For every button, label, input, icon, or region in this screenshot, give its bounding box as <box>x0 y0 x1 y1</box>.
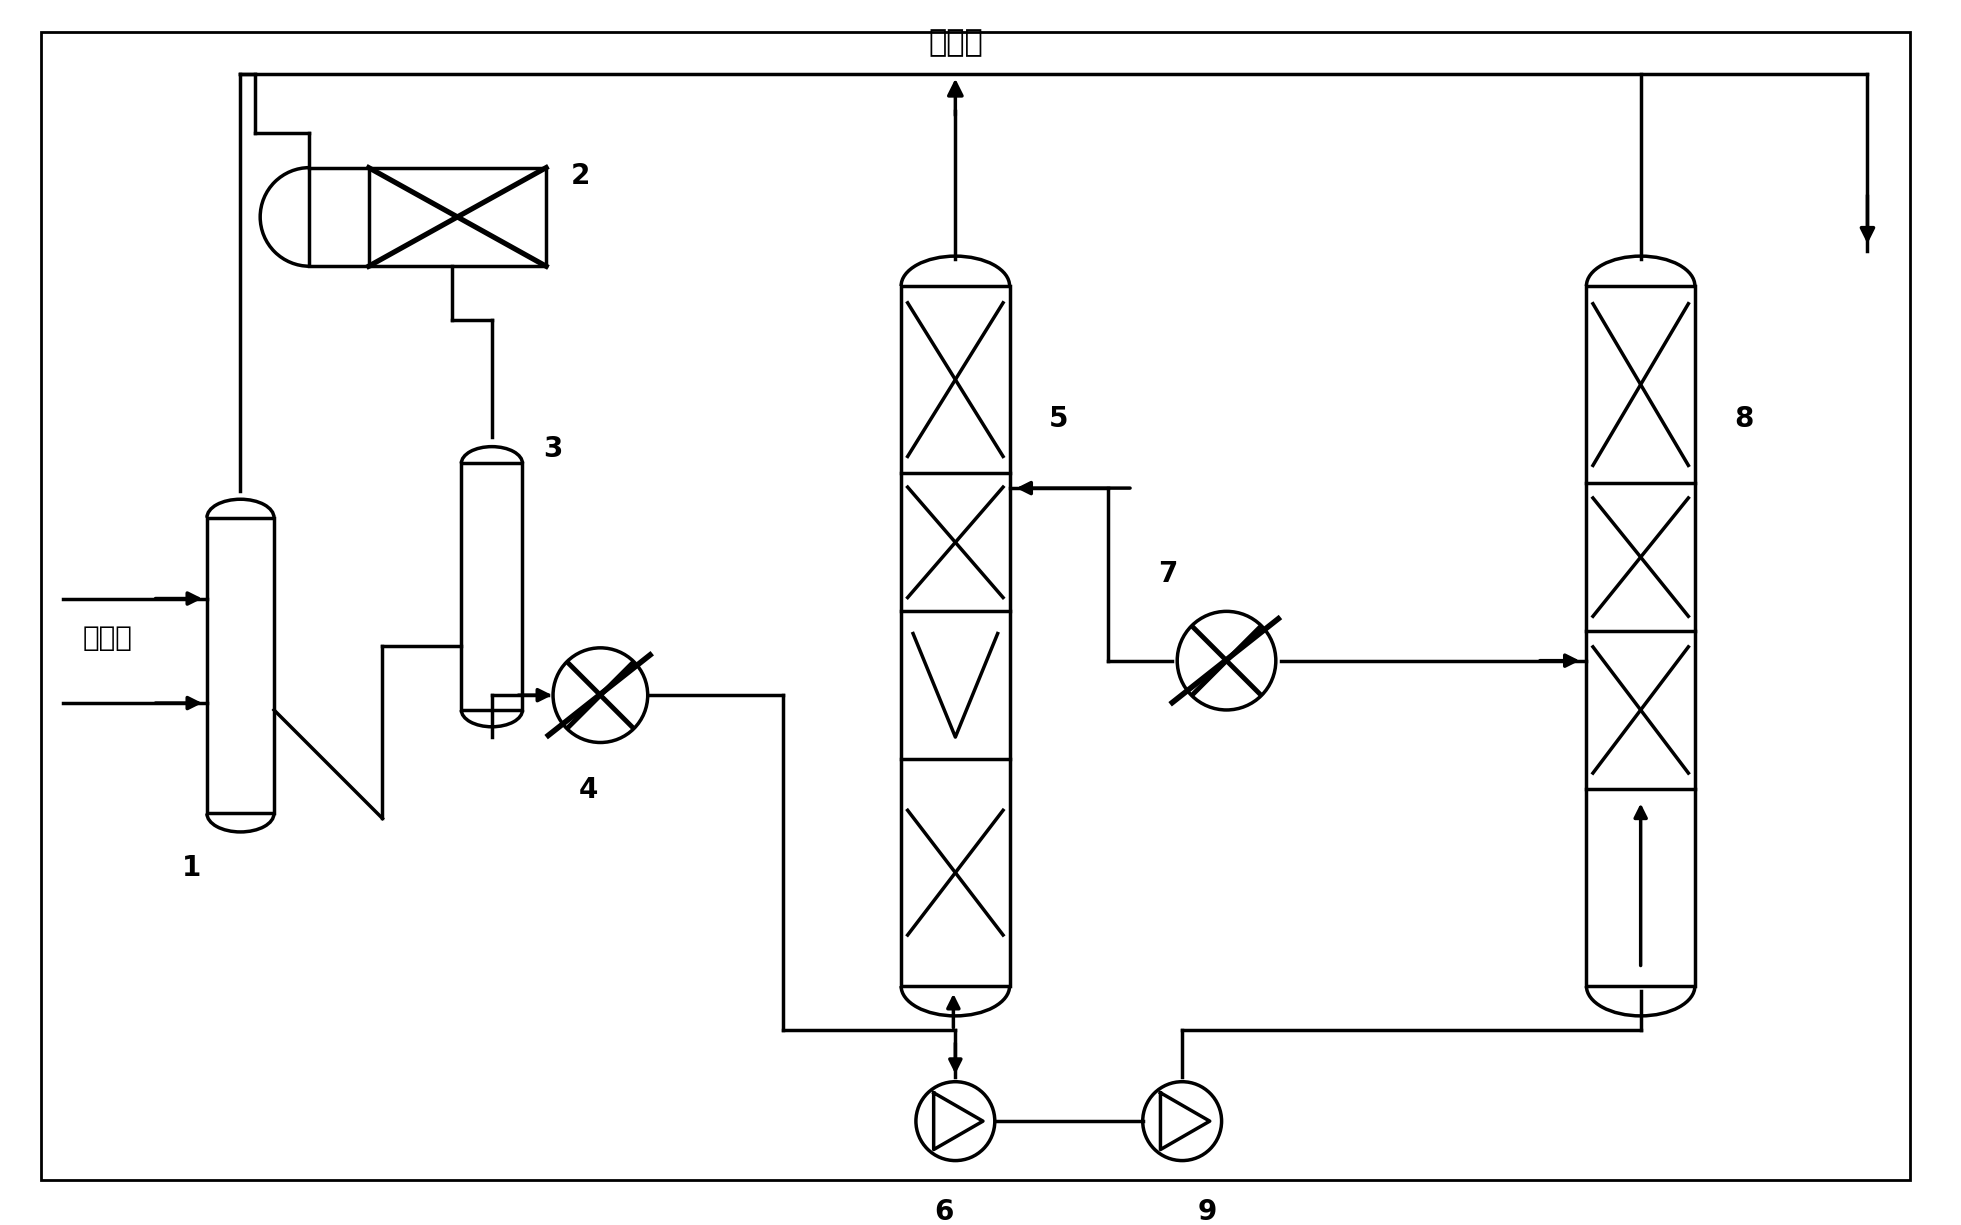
Bar <box>310 168 547 266</box>
Bar <box>461 463 522 710</box>
Text: 9: 9 <box>1196 1198 1216 1225</box>
Text: 3: 3 <box>543 435 563 463</box>
Text: 4: 4 <box>578 775 598 804</box>
Text: 7: 7 <box>1157 560 1177 588</box>
Bar <box>1586 285 1694 986</box>
Text: 去烟道: 去烟道 <box>928 28 982 56</box>
Text: 8: 8 <box>1735 405 1753 434</box>
Text: 6: 6 <box>933 1198 953 1225</box>
Text: 2: 2 <box>571 162 590 190</box>
Bar <box>208 518 275 813</box>
Text: 酸性气: 酸性气 <box>82 624 131 652</box>
Text: 5: 5 <box>1049 405 1069 434</box>
Bar <box>902 285 1010 986</box>
Text: 1: 1 <box>182 854 200 882</box>
